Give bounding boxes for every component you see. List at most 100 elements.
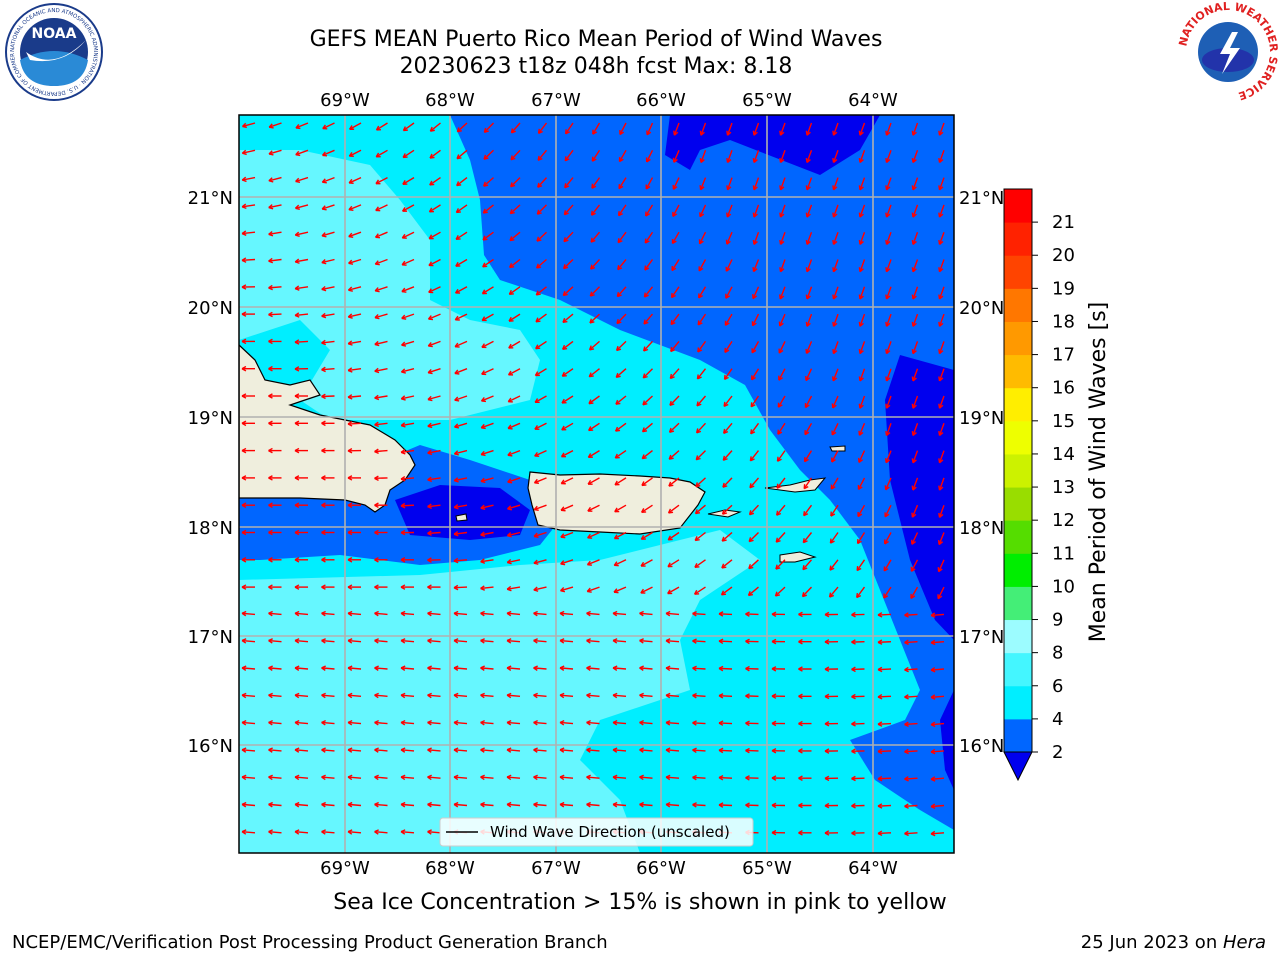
wind-wave-arrowhead <box>692 747 697 751</box>
wind-wave-arrowhead <box>482 235 486 241</box>
wind-wave-arrowhead <box>587 506 592 512</box>
wind-wave-arrowhead <box>294 720 300 724</box>
wind-wave-arrow <box>533 612 547 616</box>
wind-wave-arrowhead <box>427 368 432 374</box>
wind-wave-arrow <box>348 286 362 291</box>
wind-wave-arrow <box>508 340 521 349</box>
wind-wave-arrow <box>559 749 574 752</box>
wind-wave-arrow <box>560 477 574 485</box>
wind-wave-arrow <box>401 286 415 293</box>
wind-wave-arrowhead <box>692 774 697 778</box>
wind-wave-arrow <box>616 313 627 324</box>
wind-wave-arrowhead <box>295 177 300 182</box>
wind-wave-arrow <box>856 586 866 598</box>
wind-wave-arrow <box>241 830 256 834</box>
wind-wave-arrowhead <box>805 294 808 300</box>
wind-wave-arrow <box>750 422 760 435</box>
wind-wave-arrow <box>562 340 574 350</box>
wind-wave-arrow <box>692 640 706 643</box>
wind-wave-arrowhead <box>752 185 755 190</box>
wind-wave-arrowhead <box>400 692 406 696</box>
wind-wave-arrow <box>268 803 282 807</box>
wind-wave-arrow <box>912 395 919 409</box>
wind-wave-arrowhead <box>667 589 671 594</box>
wind-wave-arrowhead <box>533 747 538 751</box>
wind-wave-arrowhead <box>533 665 538 669</box>
wind-wave-arrowhead <box>858 157 861 163</box>
wind-wave-arrow <box>536 231 547 242</box>
colorbar-segment <box>1004 453 1032 488</box>
wind-wave-arrow <box>804 395 813 408</box>
wind-wave-arrow <box>883 586 892 599</box>
wind-wave-arrowhead <box>241 176 247 181</box>
wind-wave-arrow <box>641 450 653 460</box>
wind-wave-arrowhead <box>776 456 779 462</box>
wind-wave-arrowhead <box>400 829 406 833</box>
wind-wave-arrowhead <box>507 451 512 456</box>
wind-wave-arrow <box>699 231 707 245</box>
wind-wave-arrowhead <box>321 774 326 778</box>
wind-wave-arrow <box>349 122 362 130</box>
wind-wave-arrowhead <box>506 720 512 724</box>
wind-wave-arrow <box>904 641 918 644</box>
wind-wave-arrow <box>480 477 494 483</box>
wind-wave-arrowhead <box>877 721 883 725</box>
wind-wave-arrowhead <box>559 747 565 751</box>
wind-wave-arrowhead <box>560 533 565 538</box>
wind-wave-arrowhead <box>805 321 808 327</box>
wind-wave-arrowhead <box>347 475 353 479</box>
wind-wave-arrow <box>806 313 813 327</box>
wind-wave-arrow <box>804 422 813 435</box>
wind-wave-arrow <box>559 694 574 697</box>
wind-wave-arrow <box>565 122 574 135</box>
wind-wave-arrow <box>885 395 892 409</box>
wind-wave-arrow <box>374 639 388 643</box>
wind-wave-arrow <box>749 504 760 516</box>
wind-wave-arrowhead <box>726 212 729 218</box>
wind-wave-arrow <box>697 340 707 353</box>
colorbar-tick-label: 13 <box>1052 477 1075 498</box>
wind-wave-arrow <box>617 231 627 244</box>
wind-wave-arrow <box>696 368 707 380</box>
wind-wave-arrowhead <box>454 315 459 321</box>
wind-wave-arrow <box>930 832 945 835</box>
wind-wave-arrow <box>776 450 786 462</box>
wind-wave-arrowhead <box>798 720 803 725</box>
wind-wave-arrow <box>877 722 892 725</box>
wind-wave-arrowhead <box>560 479 565 484</box>
wind-wave-arrow <box>859 259 866 272</box>
wind-wave-arrowhead <box>347 313 353 318</box>
wind-wave-arrow <box>885 259 892 272</box>
wind-wave-arrowhead <box>400 801 406 806</box>
wind-wave-arrow <box>938 286 945 300</box>
wind-wave-arrow <box>640 531 653 540</box>
wind-wave-arrow <box>506 694 521 697</box>
wind-wave-arrowhead <box>877 748 883 753</box>
wind-wave-arrowhead <box>533 478 538 484</box>
wind-wave-arrowhead <box>639 665 644 669</box>
wind-wave-arrow <box>612 803 627 807</box>
wind-wave-arrow <box>665 721 680 725</box>
wind-wave-arrowhead <box>400 422 406 427</box>
wind-wave-arrowhead <box>321 665 326 669</box>
wind-wave-arrow <box>401 422 415 427</box>
wind-wave-arrowhead <box>858 212 861 218</box>
wind-wave-arrow <box>453 639 468 643</box>
wind-wave-arrow <box>562 313 574 323</box>
wind-wave-arrow <box>750 395 760 408</box>
wind-wave-arrowhead <box>563 210 567 215</box>
wind-wave-arrowhead <box>692 665 697 669</box>
wind-wave-arrow <box>669 422 680 433</box>
wind-wave-arrowhead <box>429 180 433 186</box>
colorbar-segment <box>1004 553 1032 587</box>
wind-wave-arrowhead <box>937 540 940 545</box>
wind-wave-arrow <box>347 422 362 425</box>
wind-wave-arrowhead <box>829 538 832 544</box>
wind-wave-arrowhead <box>535 290 539 296</box>
wind-wave-arrowhead <box>402 153 406 158</box>
wind-wave-arrowhead <box>801 592 805 597</box>
wind-wave-arrow <box>753 231 760 245</box>
wind-wave-arrowhead <box>930 776 936 780</box>
wind-wave-arrow <box>591 149 601 162</box>
wind-wave-arrow <box>268 830 282 834</box>
